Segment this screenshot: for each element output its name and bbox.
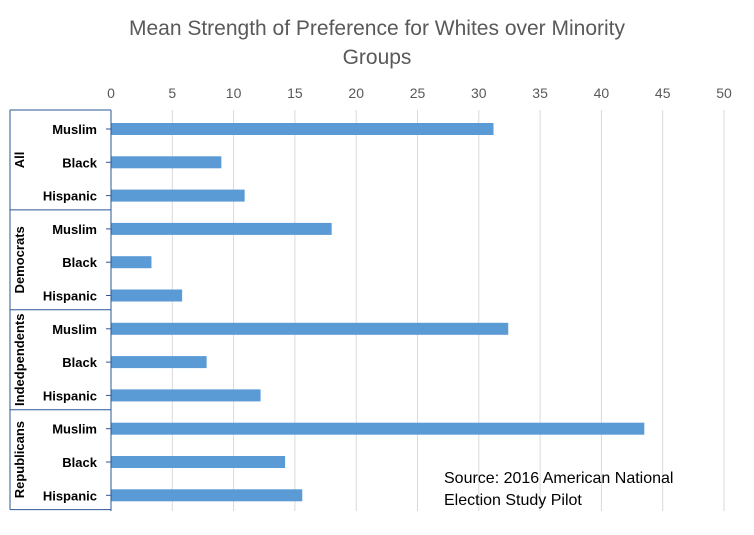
bar	[111, 389, 261, 402]
bar	[111, 456, 286, 468]
bar	[111, 189, 245, 202]
x-tick-label: 5	[168, 85, 176, 101]
group-label: Indedpendents	[12, 314, 27, 406]
category-label: Muslim	[52, 422, 97, 437]
axes: 0 5 10 15 20 25 30 35 40 45 50 Muslim Black Hispanic A…	[9, 85, 732, 511]
group-label: Democrats	[12, 226, 27, 293]
category-label: Hispanic	[43, 388, 97, 403]
bar	[111, 356, 207, 369]
bar	[111, 256, 152, 269]
bar	[111, 222, 332, 235]
x-tick-label: 45	[655, 85, 671, 101]
x-tick-label: 20	[348, 85, 364, 101]
x-tick-label: 35	[532, 85, 548, 101]
category-label: Hispanic	[43, 289, 97, 304]
category-label: Muslim	[52, 122, 97, 137]
category-label: Black	[62, 355, 97, 370]
category-label: Black	[62, 455, 97, 470]
group-label: Republicans	[12, 421, 27, 498]
x-tick-label: 50	[716, 85, 732, 101]
category-label: Muslim	[52, 222, 97, 237]
chart-title-line: Groups	[343, 46, 412, 69]
category-label: Muslim	[52, 322, 97, 337]
chart-title: Mean Strength of Preference for Whites o…	[129, 17, 626, 69]
x-tick-label: 15	[287, 85, 303, 101]
source-annotation-line: Source: 2016 American National	[444, 470, 673, 487]
category-label: Black	[62, 255, 97, 270]
x-tick-label: 0	[107, 85, 115, 101]
bar	[111, 322, 509, 335]
source-annotation: Source: 2016 American National Election S…	[444, 470, 673, 509]
x-tick-label: 30	[471, 85, 487, 101]
category-label: Hispanic	[43, 189, 97, 204]
bar	[111, 123, 494, 135]
category-label: Black	[62, 155, 97, 170]
gridlines	[171, 110, 725, 511]
bar	[111, 489, 303, 502]
category-label: Hispanic	[43, 488, 97, 503]
group-label: All	[12, 152, 27, 169]
x-tick-label: 10	[226, 85, 242, 101]
x-tick-label: 40	[594, 85, 610, 101]
bars	[111, 123, 645, 502]
bar	[111, 422, 645, 435]
chart-title-line: Mean Strength of Preference for Whites o…	[129, 17, 626, 40]
source-annotation-line: Election Study Pilot	[444, 492, 582, 509]
bar	[111, 156, 222, 169]
bar	[111, 289, 183, 302]
x-tick-label: 25	[410, 85, 426, 101]
